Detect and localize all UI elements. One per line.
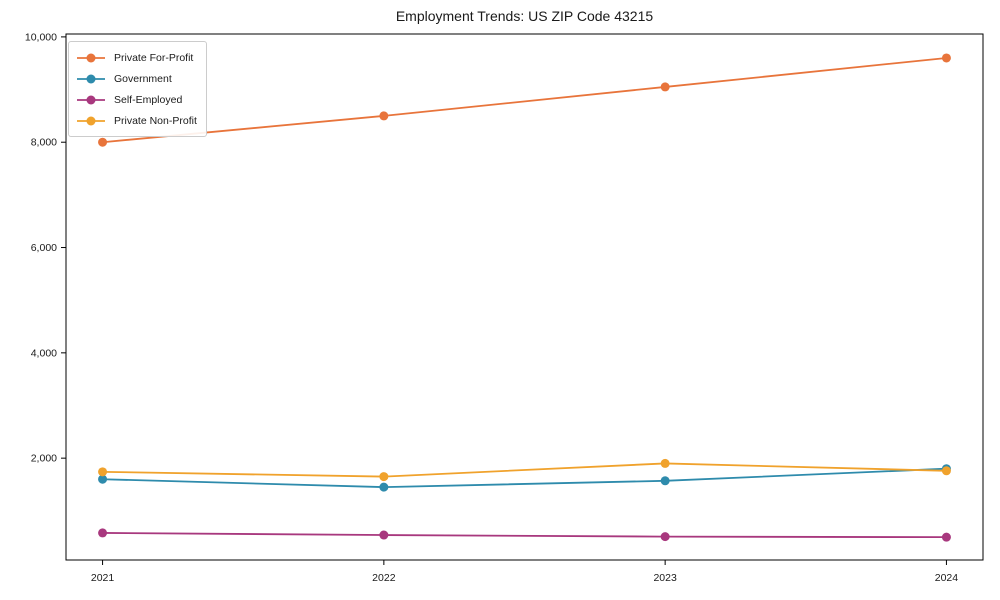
data-point xyxy=(660,532,670,542)
data-point xyxy=(98,528,108,538)
data-point xyxy=(379,530,389,540)
series-line-private-non-profit xyxy=(102,462,947,478)
data-point xyxy=(98,137,108,147)
x-tick-label: 2023 xyxy=(653,572,677,584)
legend-item: Self-Employed xyxy=(76,89,197,110)
data-point xyxy=(379,482,389,492)
legend-item: Private Non-Profit xyxy=(76,110,197,131)
legend: Private For-Profit Government Self-Employe… xyxy=(68,41,207,137)
data-point xyxy=(941,466,951,476)
y-tick-label: 6,000 xyxy=(31,242,57,254)
data-point xyxy=(941,532,951,542)
data-point xyxy=(98,474,108,484)
data-point xyxy=(379,472,389,482)
legend-line-marker-icon xyxy=(77,95,105,104)
legend-label: Government xyxy=(114,72,172,85)
legend-line-marker-icon xyxy=(77,53,105,62)
x-tick-label: 2021 xyxy=(91,572,115,584)
legend-item: Government xyxy=(76,68,197,89)
data-point xyxy=(941,53,951,63)
y-tick-label: 2,000 xyxy=(31,453,57,465)
y-tick-label: 4,000 xyxy=(31,347,57,359)
legend-line-marker-icon xyxy=(77,74,105,83)
data-point xyxy=(98,467,108,477)
legend-line-marker-icon xyxy=(77,116,105,125)
x-tick-label: 2024 xyxy=(935,572,959,584)
series-line-government xyxy=(102,467,947,489)
legend-label: Private For-Profit xyxy=(114,51,194,64)
series-line-private-for-profit xyxy=(102,57,947,144)
legend-label: Private Non-Profit xyxy=(114,114,197,127)
y-tick-label: 10,000 xyxy=(25,31,57,43)
y-tick-label: 8,000 xyxy=(31,137,57,149)
data-point xyxy=(660,476,670,486)
legend-item: Private For-Profit xyxy=(76,47,197,68)
plot-border xyxy=(65,33,984,561)
data-point xyxy=(660,82,670,92)
x-tick-label: 2022 xyxy=(372,572,396,584)
chart-title: Employment Trends: US ZIP Code 43215 xyxy=(395,8,654,24)
series-line-self-employed xyxy=(102,532,947,539)
data-point xyxy=(379,111,389,121)
data-point xyxy=(660,458,670,468)
legend-label: Self-Employed xyxy=(114,93,183,106)
